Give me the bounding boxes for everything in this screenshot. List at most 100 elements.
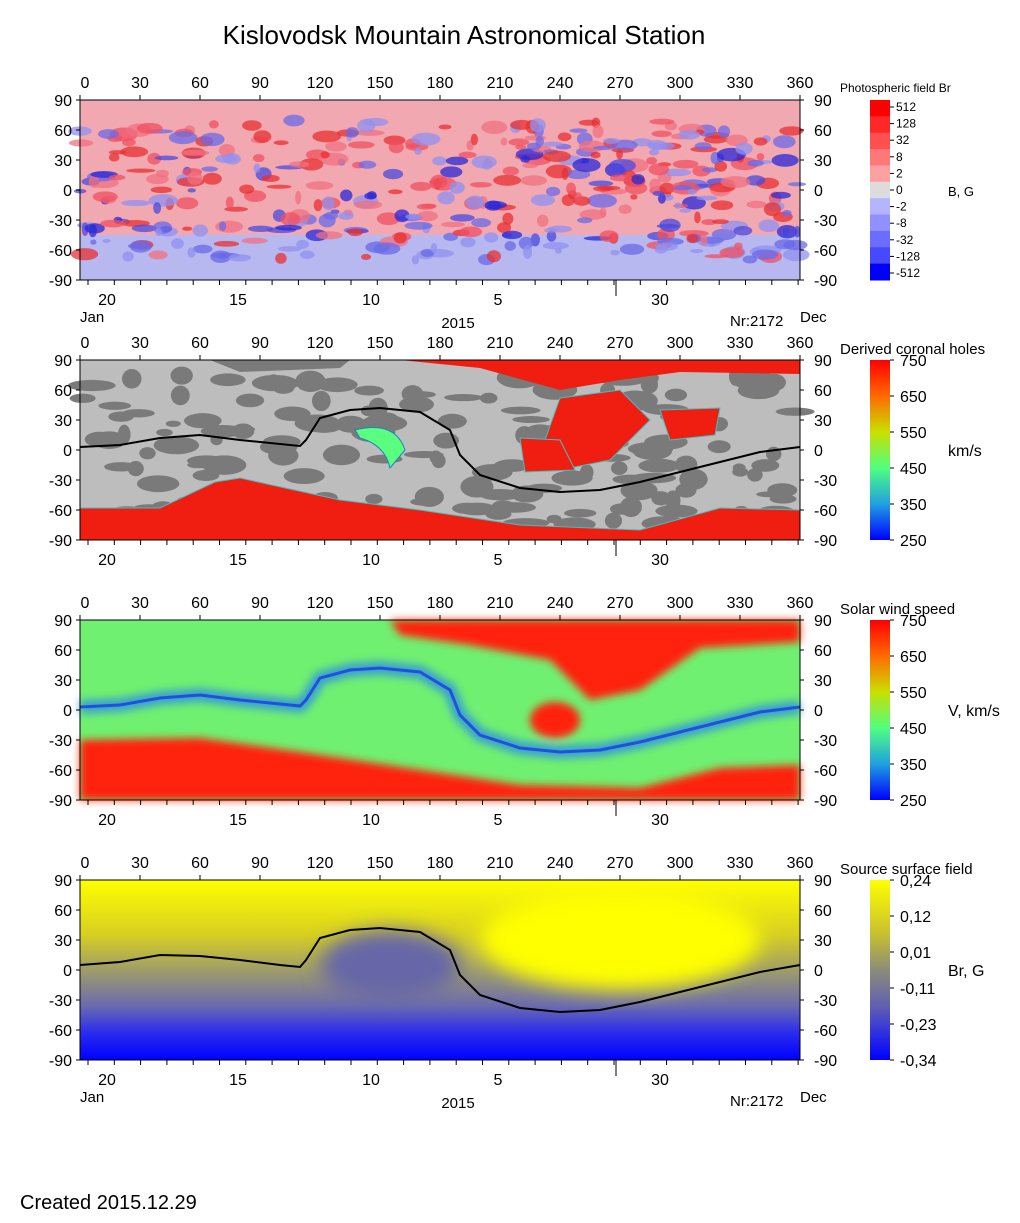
x-tick-label: 150 — [367, 75, 394, 92]
field-patch — [776, 225, 798, 239]
field-patch — [576, 217, 593, 224]
field-patch — [481, 120, 508, 135]
closed-field-patch — [311, 390, 331, 412]
date-tick-label: 15 — [229, 292, 247, 309]
field-patch — [253, 130, 272, 143]
field-patch — [592, 124, 604, 139]
colorbar-tick-label: 32 — [896, 133, 910, 147]
field-patch — [187, 188, 196, 193]
field-patch — [779, 126, 804, 136]
field-patch — [659, 218, 681, 232]
colorbar-tick-label: 250 — [900, 533, 927, 550]
y-tick-label-right: -30 — [814, 993, 837, 1010]
field-patch — [459, 226, 483, 238]
y-tick-label-left: 60 — [54, 383, 72, 400]
north-fast-wind — [390, 620, 800, 700]
colorbar-tick-label: 0,12 — [900, 909, 931, 926]
neutral-line — [79, 406, 801, 494]
x-tick-label: 90 — [251, 855, 269, 872]
closed-field-patch — [106, 433, 128, 442]
y-tick-label-right: -30 — [814, 473, 837, 490]
closed-field-patch — [732, 463, 746, 473]
field-patch — [588, 180, 614, 187]
x-tick-label: 270 — [607, 335, 634, 352]
closed-field-patch — [136, 475, 180, 493]
closed-field-patch — [665, 490, 681, 511]
colorbar-swatch — [870, 132, 890, 150]
closed-field-patch — [437, 413, 467, 429]
field-patch — [599, 207, 607, 218]
field-patch — [122, 251, 134, 262]
colorbar-tick-label: 250 — [900, 793, 927, 810]
field-patch — [357, 118, 376, 133]
colorbar-tick-label: 2 — [896, 166, 903, 180]
colorbar-tick-label: 0,24 — [900, 873, 931, 890]
y-tick-label-left: 0 — [63, 443, 72, 460]
field-patch — [299, 250, 315, 260]
x-tick-label: 360 — [787, 335, 814, 352]
closed-field-patch — [354, 385, 384, 396]
field-patch — [679, 208, 692, 213]
colorbar-swatch — [870, 263, 890, 281]
date-tick-label: 20 — [98, 292, 116, 309]
date-tick-label: 10 — [362, 1072, 380, 1089]
field-patch — [176, 197, 199, 210]
x-tick-label: 240 — [547, 855, 574, 872]
y-tick-label-left: 90 — [54, 353, 72, 370]
closed-field-patch — [335, 415, 367, 433]
field-patch — [277, 246, 302, 252]
colorbar-swatch — [870, 230, 890, 248]
field-patch — [168, 131, 198, 145]
closed-field-patch — [200, 425, 245, 438]
field-patch — [672, 159, 699, 169]
field-patch — [449, 181, 465, 194]
field-patch — [219, 221, 227, 231]
field-patch — [608, 158, 636, 173]
y-tick-label-left: 30 — [54, 673, 72, 690]
y-tick-label-left: -60 — [49, 243, 72, 260]
field-patch — [353, 200, 383, 210]
month-start-label: Jan — [80, 309, 104, 326]
field-patch — [445, 156, 469, 166]
field-patch — [153, 202, 162, 214]
y-tick-label-left: -30 — [49, 993, 72, 1010]
field-patch — [181, 149, 210, 156]
closed-field-patch — [479, 392, 498, 404]
y-tick-label-right: 30 — [814, 153, 832, 170]
field-patch — [88, 175, 100, 188]
field-patch — [430, 243, 438, 253]
field-patch — [411, 255, 420, 265]
equatorial-fast-wind — [530, 702, 580, 738]
field-patch — [154, 155, 179, 161]
field-patch — [659, 182, 675, 195]
field-patch — [283, 114, 305, 127]
field-patch — [648, 149, 660, 156]
x-tick-label: 210 — [487, 855, 514, 872]
closed-field-patch — [267, 374, 280, 390]
closed-field-patch — [751, 459, 780, 472]
field-patch — [554, 247, 563, 254]
field-patch — [679, 230, 709, 237]
current-sheet-line — [79, 666, 801, 754]
field-patch — [471, 155, 497, 169]
field-patch — [460, 237, 476, 248]
field-patch — [90, 239, 97, 245]
field-patch — [520, 175, 548, 186]
x-tick-label: 30 — [131, 335, 149, 352]
south-fast-wind — [80, 738, 800, 800]
closed-field-patch — [187, 455, 226, 467]
y-tick-label-left: -30 — [49, 733, 72, 750]
field-patch — [701, 167, 718, 173]
x-tick-label: 30 — [131, 595, 149, 612]
closed-field-patch — [512, 416, 550, 424]
x-tick-label: 0 — [81, 75, 90, 92]
closed-field-patch — [153, 436, 200, 455]
y-tick-label-left: 0 — [63, 703, 72, 720]
closed-field-patch — [747, 468, 763, 482]
colorbar-tick-label: 450 — [900, 721, 927, 738]
x-tick-label: 330 — [727, 335, 754, 352]
colorbar-swatch — [870, 165, 890, 183]
